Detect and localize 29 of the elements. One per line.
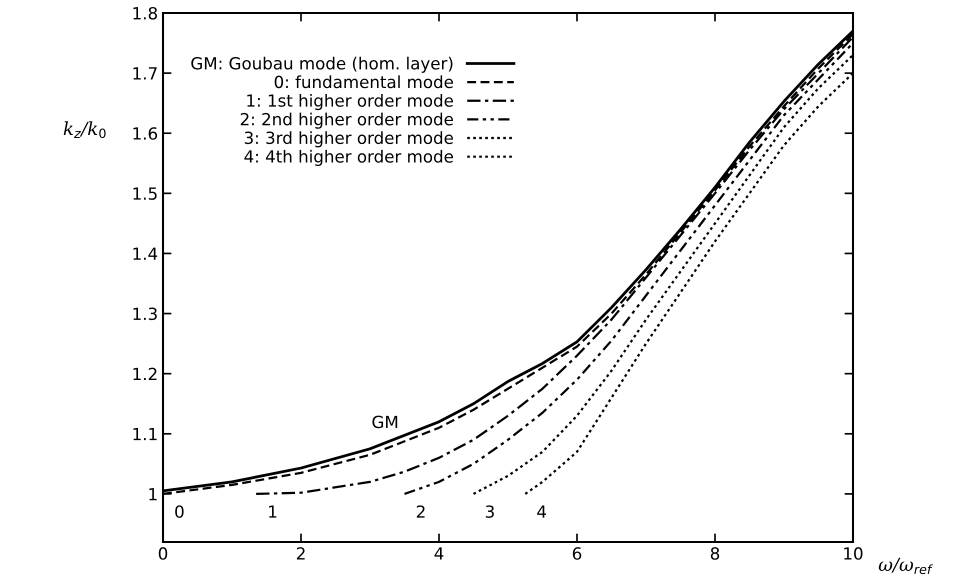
y-axis-title: k$_{z}$/k$_{0}$ [64, 121, 106, 138]
legend-label: 3: 3rd higher order mode [244, 131, 453, 148]
y-tick-label: 1.5 [133, 188, 157, 200]
y-tick-label: 1.1 [133, 428, 157, 440]
y-tick-label: 1.7 [133, 67, 157, 80]
x-axis-title: ω/ω$_{ref}$ [878, 558, 933, 574]
legend-label: 1: 1st higher order mode [247, 94, 453, 110]
annotation: 3 [486, 505, 494, 518]
legend-label: 4: 4th higher order mode [244, 150, 453, 166]
legend-label: 2: 2nd higher order mode [240, 112, 453, 129]
x-tick-label: 0 [158, 547, 168, 560]
annotation: 1 [269, 506, 276, 518]
x-tick-label: 2 [296, 547, 305, 560]
y-tick-label: 1.8 [133, 6, 157, 20]
y-tick-label: 1.6 [133, 127, 158, 140]
x-tick-label: 4 [434, 547, 444, 560]
x-tick-label: 8 [710, 547, 720, 560]
y-tick-label: 1.4 [133, 248, 158, 260]
y-tick-label: 1.3 [133, 308, 157, 320]
x-tick-label: 10 [844, 547, 862, 560]
legend-label: GM: Goubau mode (hom. layer) [191, 56, 452, 73]
legend-label: 0: fundamental mode [274, 75, 453, 88]
annotation: GM [372, 416, 398, 428]
y-tick-label: 1.2 [133, 368, 156, 380]
x-tick-label: 6 [572, 547, 582, 560]
annotation: 0 [175, 505, 184, 518]
annotation: 4 [537, 506, 546, 518]
y-tick-label: 1 [149, 488, 157, 500]
annotation: 2 [416, 505, 425, 518]
